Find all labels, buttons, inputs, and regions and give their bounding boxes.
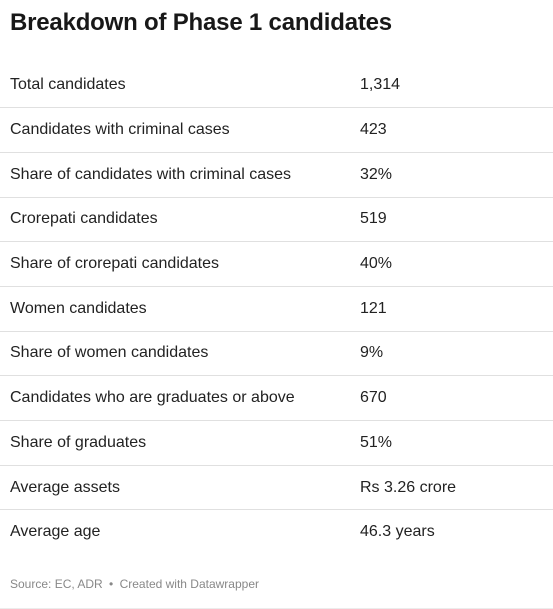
chart-title: Breakdown of Phase 1 candidates (10, 9, 392, 36)
source-note: Source: EC, ADR (10, 577, 103, 591)
table-row: Women candidates 121 (0, 286, 553, 332)
row-value: 670 (360, 389, 387, 407)
table-row: Candidates who are graduates or above 670 (0, 376, 553, 421)
footer-separator: • (109, 577, 114, 591)
row-value: 51% (360, 433, 393, 451)
row-value: 9% (360, 344, 384, 362)
row-label: Crorepati candidates (10, 210, 158, 228)
table-row: Share of crorepati candidates 40% (0, 242, 553, 287)
row-value: 46.3 years (360, 523, 435, 541)
row-label: Share of candidates with criminal cases (10, 165, 292, 183)
row-value: Rs 3.26 crore (360, 478, 457, 496)
row-label: Share of crorepati candidates (10, 255, 220, 273)
row-value: 121 (360, 299, 387, 317)
datawrapper-credit[interactable]: Created with Datawrapper (119, 577, 259, 591)
row-value: 1,314 (360, 76, 401, 94)
row-label: Share of graduates (10, 433, 147, 451)
table-body: Total candidates 1,314 Candidates with cri… (0, 63, 553, 555)
table-row: Share of candidates with criminal cases 3… (0, 152, 553, 198)
row-label: Average assets (10, 478, 120, 496)
table-row: Average assets Rs 3.26 crore (0, 465, 553, 510)
table-row: Total candidates 1,314 (0, 63, 553, 108)
row-label: Share of women candidates (10, 344, 209, 362)
table-row: Average age 46.3 years (0, 510, 553, 555)
row-label: Average age (10, 523, 101, 541)
row-value: 423 (360, 121, 387, 139)
data-table: Total candidates 1,314 Candidates with cri… (0, 63, 553, 555)
row-label: Candidates who are graduates or above (10, 389, 295, 407)
row-label: Candidates with criminal cases (10, 121, 230, 139)
row-value: 32% (360, 165, 393, 183)
row-value: 519 (360, 210, 387, 228)
table-row: Share of graduates 51% (0, 421, 553, 466)
table-row: Share of women candidates 9% (0, 331, 553, 376)
footer: Source: EC, ADR • Created with Datawrapp… (10, 577, 259, 591)
row-value: 40% (360, 255, 393, 273)
row-label: Total candidates (10, 76, 126, 94)
row-label: Women candidates (10, 299, 147, 317)
table-row: Crorepati candidates 519 (0, 197, 553, 242)
table-row: Candidates with criminal cases 423 (0, 108, 553, 153)
